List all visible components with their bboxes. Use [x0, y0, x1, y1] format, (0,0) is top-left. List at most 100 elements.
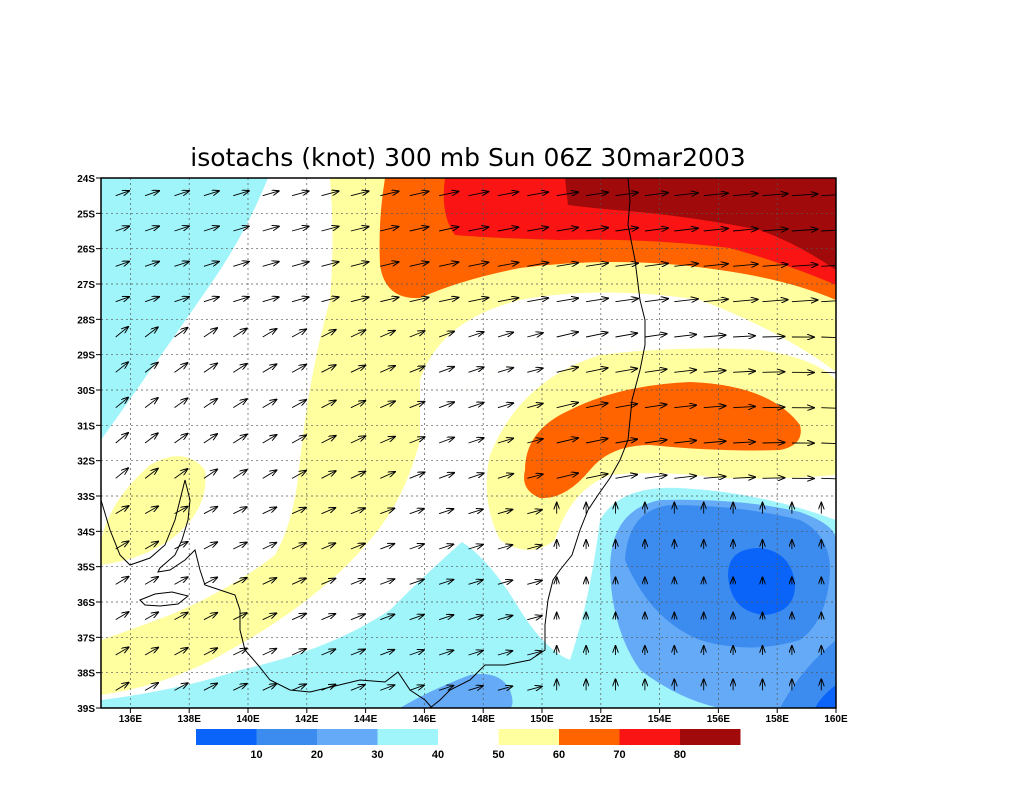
wind-vector [233, 648, 246, 656]
wind-vector [527, 333, 542, 337]
wind-vector [409, 650, 424, 656]
wind-vector [203, 577, 217, 585]
coastline [101, 178, 646, 708]
lon-tick-label: 156E [707, 714, 731, 725]
wind-vector [762, 407, 785, 408]
wind-vector [556, 438, 578, 444]
wind-vector [174, 612, 188, 621]
wind-vector [468, 367, 484, 373]
lon-tick-label: 148E [472, 714, 496, 725]
wind-vector [380, 227, 398, 232]
wind-vector [144, 191, 159, 197]
wind-vector [262, 435, 277, 444]
wind-vector [321, 649, 336, 656]
wind-vector [174, 469, 188, 479]
wind-vector [644, 263, 668, 266]
wind-vector [174, 648, 188, 656]
lon-tick-label: 146E [413, 714, 437, 725]
lon-tick-label: 152E [589, 714, 613, 725]
wind-vector [321, 226, 339, 232]
wind-vector [321, 400, 336, 409]
wind-vector [144, 577, 158, 585]
wind-vector [527, 298, 548, 302]
wind-vector [674, 228, 698, 231]
wind-vector [674, 370, 696, 373]
wind-vector [233, 613, 246, 621]
wind-vector [497, 262, 518, 267]
wind-vector [762, 264, 788, 266]
wind-vector [174, 262, 189, 267]
wind-vector [321, 262, 339, 267]
wind-vector [615, 404, 638, 409]
wind-vector [262, 578, 277, 585]
wind-vector [586, 228, 608, 231]
wind-vector [468, 651, 483, 655]
wind-vector [497, 686, 512, 690]
wind-vector [144, 612, 158, 621]
wind-vector [233, 226, 249, 232]
wind-vector [615, 369, 638, 373]
wind-vector [321, 471, 336, 479]
wind-vector [821, 265, 836, 267]
wind-vector [527, 686, 541, 690]
wind-vector [497, 332, 513, 338]
wind-vector [380, 544, 394, 550]
wind-vector [174, 506, 188, 515]
wind-vector [586, 474, 608, 479]
wind-vector [144, 262, 159, 267]
wind-vector [497, 403, 513, 409]
wind-vector [115, 506, 129, 515]
colorbar-swatch [438, 729, 499, 745]
wind-vector [262, 507, 277, 515]
wind-vector [644, 299, 668, 302]
wind-vector [380, 297, 398, 303]
wind-vector [115, 577, 129, 585]
wind-vector [174, 297, 189, 303]
colorbar-label: 40 [432, 749, 444, 761]
wind-vector [115, 398, 128, 409]
wind-vector [674, 299, 698, 302]
colorbar-labels: 10 20 30 40 50 60 70 80 [250, 749, 686, 761]
wind-vector [674, 334, 696, 337]
isotach-20-30-southwest-blob [400, 674, 513, 708]
wind-vector [468, 403, 484, 409]
wind-vector [380, 614, 394, 621]
wind-vector [380, 401, 395, 409]
wind-vector [468, 686, 483, 690]
wind-vector [733, 477, 755, 478]
wind-vector [497, 545, 512, 549]
wind-vector [674, 405, 696, 408]
colorbar-swatch [377, 729, 438, 745]
wind-vector [791, 194, 818, 196]
wind-vector [438, 650, 453, 656]
wind-vector [233, 542, 246, 550]
wind-vector [380, 579, 394, 585]
lat-tick-label: 36S [77, 598, 95, 609]
wind-vector [644, 193, 668, 196]
wind-vector [291, 435, 306, 444]
wind-vector [262, 470, 277, 479]
lat-tick-label: 34S [77, 527, 95, 538]
wind-vector [115, 226, 129, 232]
wind-vector [262, 262, 279, 267]
wind-vector [262, 543, 277, 550]
isotach-80-plus-region [565, 178, 836, 270]
colorbar-label: 10 [250, 749, 262, 761]
wind-vector [791, 229, 818, 231]
lat-tick-label: 35S [77, 563, 95, 574]
wind-vector [644, 334, 667, 337]
wind-vector [733, 336, 755, 337]
wind-vector [644, 440, 667, 443]
wind-vector [468, 298, 489, 303]
wind-vector [203, 648, 217, 656]
wind-vector [350, 685, 365, 691]
wind-vector [203, 297, 219, 303]
wind-vector [762, 478, 785, 479]
wind-vector [233, 470, 247, 479]
colorbar-swatch [559, 729, 620, 745]
lat-tick-label: 29S [77, 351, 95, 362]
wind-vector [291, 614, 306, 621]
wind-vector [644, 404, 667, 407]
wind-vector [350, 401, 365, 409]
